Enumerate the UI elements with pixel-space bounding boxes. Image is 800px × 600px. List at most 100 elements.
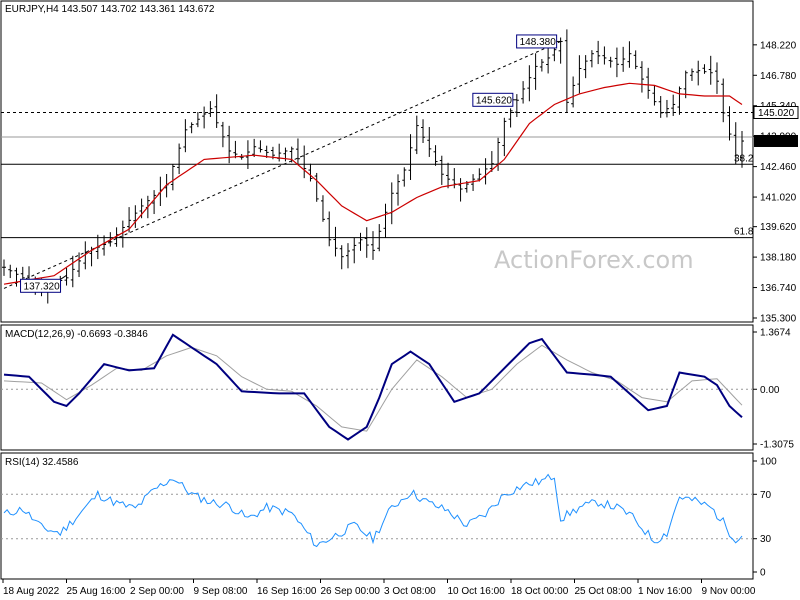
x-tick-label: 2 Sep 00:00 xyxy=(130,586,184,597)
last-price-box xyxy=(754,134,798,147)
price-bar xyxy=(608,56,613,68)
price-annotation-box xyxy=(20,278,62,293)
rsi-layer: 100 70 30 0 xyxy=(1,457,777,579)
price-bar xyxy=(427,126,432,157)
level-price-label: 145.020 xyxy=(758,108,795,119)
price-annotation-leader xyxy=(60,274,67,280)
price-bar xyxy=(339,245,344,270)
price-bar xyxy=(170,164,175,191)
rsi-tick-label: 100 xyxy=(760,457,777,468)
price-bar xyxy=(546,47,551,74)
price-bar xyxy=(264,145,269,158)
price-bar xyxy=(727,106,732,141)
price-bar xyxy=(183,119,188,153)
price-bar xyxy=(439,155,444,185)
last-price-label: 143.672 xyxy=(758,136,795,147)
x-tick-label: 3 Oct 08:00 xyxy=(384,586,436,597)
price-panel xyxy=(0,0,754,323)
price-bar xyxy=(333,226,338,257)
price-bar xyxy=(633,50,638,70)
watermark: ActionForex.com xyxy=(494,246,694,274)
price-tick-label: 146.780 xyxy=(760,71,797,82)
price-bar xyxy=(589,50,594,68)
price-bar xyxy=(689,68,694,81)
price-bar xyxy=(571,76,576,108)
price-bar xyxy=(502,117,507,157)
price-bar xyxy=(489,151,494,172)
macd-title: MACD(12,26,9) -0.6693 -0.3846 xyxy=(5,329,148,340)
price-bar xyxy=(696,60,701,86)
price-bar xyxy=(177,143,182,175)
price-bar xyxy=(733,122,738,165)
price-annotation-label: 137.320 xyxy=(24,281,61,292)
macd-panel xyxy=(0,324,754,451)
price-bar xyxy=(539,59,544,72)
price-bar xyxy=(408,134,413,180)
rsi-title: RSI(14) 32.4586 xyxy=(5,457,79,468)
price-bar xyxy=(352,237,357,264)
x-tick-label: 25 Oct 08:00 xyxy=(575,586,633,597)
price-bar xyxy=(2,259,6,276)
x-tick-label: 9 Nov 00:00 xyxy=(702,586,756,597)
price-bar xyxy=(133,205,138,228)
x-tick-label: 26 Sep 00:00 xyxy=(321,586,381,597)
price-annotation-label: 148.380 xyxy=(520,37,557,48)
price-bar xyxy=(314,172,319,202)
price-bar xyxy=(414,115,419,155)
price-bar xyxy=(258,140,263,153)
price-bar xyxy=(458,178,463,202)
x-axis: 18 Aug 2022 25 Aug 16:00 2 Sep 00:00 9 Sep … xyxy=(2,579,756,597)
price-bar xyxy=(302,145,307,179)
price-bar xyxy=(189,122,194,134)
price-bar xyxy=(295,138,300,165)
price-bar xyxy=(664,99,669,118)
x-tick-label: 16 Sep 16:00 xyxy=(257,586,317,597)
price-bar xyxy=(252,138,257,157)
price-bar xyxy=(602,46,607,65)
x-tick-label: 18 Aug 2022 xyxy=(3,586,60,597)
price-bar xyxy=(214,94,219,128)
price-tick-label: 141.020 xyxy=(760,193,797,204)
price-bar xyxy=(402,167,407,187)
price-bar xyxy=(658,96,663,118)
price-bar xyxy=(508,108,513,128)
rsi-tick-label: 70 xyxy=(760,490,772,501)
rsi-line xyxy=(3,473,743,548)
price-bar xyxy=(721,78,726,123)
price-tick-label: 142.460 xyxy=(760,162,797,173)
price-bar xyxy=(320,195,325,222)
price-bar xyxy=(371,231,375,260)
price-bar xyxy=(64,267,69,286)
price-annotation-box xyxy=(472,92,514,107)
price-bar xyxy=(120,220,125,248)
rsi-tick-label: 30 xyxy=(760,534,772,545)
moving-average-line xyxy=(3,82,743,285)
price-bar xyxy=(220,121,225,148)
macd-layer: 1.3674 0.00 -1.3075 xyxy=(1,328,794,451)
price-bar xyxy=(308,163,313,182)
price-bar xyxy=(127,207,132,233)
price-bar xyxy=(714,62,719,94)
price-bar xyxy=(233,140,238,159)
price-bar xyxy=(527,65,532,102)
price-bar xyxy=(477,168,482,182)
price-bar xyxy=(583,55,588,79)
price-bar xyxy=(614,47,619,78)
price-bar xyxy=(677,86,682,115)
price-bar xyxy=(521,81,526,104)
macd-line xyxy=(3,333,743,441)
x-tick-label: 25 Aug 16:00 xyxy=(67,586,126,597)
price-bar xyxy=(195,112,200,128)
price-bar xyxy=(683,70,688,99)
x-tick-label: 1 Nov 16:00 xyxy=(638,586,692,597)
price-bar xyxy=(83,241,88,270)
price-bar xyxy=(208,101,213,117)
price-bar xyxy=(533,53,538,90)
macd-tick-label: -1.3075 xyxy=(760,440,794,451)
price-bar xyxy=(639,61,644,93)
price-bar xyxy=(652,85,657,106)
price-bar xyxy=(708,55,713,85)
price-tick-label: 148.220 xyxy=(760,40,797,51)
price-bar xyxy=(433,145,438,166)
